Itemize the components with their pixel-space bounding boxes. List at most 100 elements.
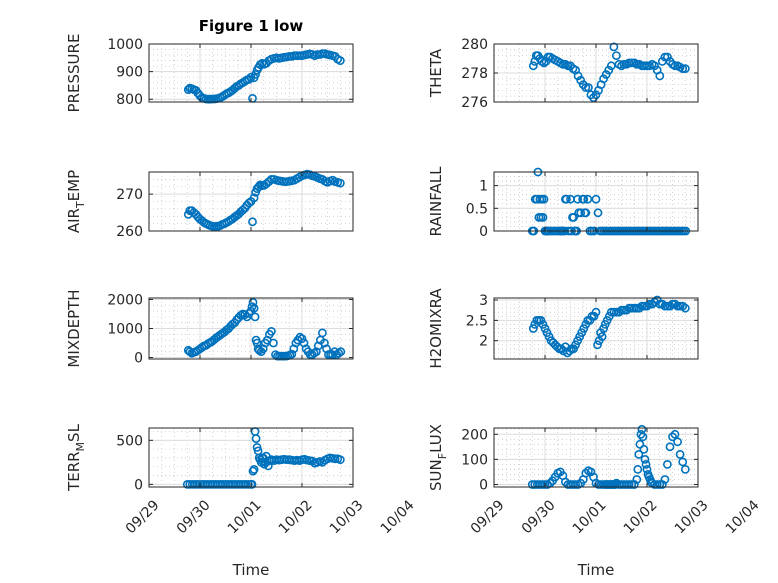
data-point bbox=[335, 178, 345, 188]
x-tick-label: 10/02 bbox=[276, 497, 316, 537]
data-point bbox=[584, 83, 593, 92]
data-point bbox=[632, 303, 642, 313]
data-point bbox=[271, 350, 280, 359]
data-point bbox=[295, 332, 305, 342]
y-axis-label: MIXDEPTH bbox=[65, 289, 83, 367]
data-point bbox=[335, 455, 345, 465]
y-tick-label: 260 bbox=[116, 224, 143, 240]
data-point bbox=[185, 347, 195, 357]
data-point bbox=[244, 75, 254, 84]
data-point bbox=[680, 464, 690, 474]
data-point bbox=[589, 311, 599, 321]
y-axis-label: THETA bbox=[427, 48, 445, 98]
data-point bbox=[249, 303, 259, 313]
data-point bbox=[645, 299, 654, 309]
x-tick-label: 10/01 bbox=[225, 497, 265, 537]
data-point bbox=[579, 194, 589, 204]
data-point bbox=[619, 305, 629, 315]
data-point bbox=[642, 464, 652, 474]
data-point bbox=[266, 326, 276, 336]
data-point bbox=[680, 64, 690, 73]
y-tick-label: 0 bbox=[134, 351, 143, 367]
data-point bbox=[247, 479, 257, 489]
data-point bbox=[633, 464, 643, 474]
data-point bbox=[637, 301, 647, 311]
data-point bbox=[591, 194, 601, 204]
y-tick-label: 270 bbox=[116, 187, 143, 203]
data-point bbox=[660, 475, 670, 484]
data-point bbox=[604, 65, 614, 75]
y-axis-label: H2OMIXRA bbox=[427, 288, 445, 369]
data-point bbox=[652, 480, 662, 489]
data-point bbox=[638, 432, 648, 442]
data-point bbox=[249, 464, 259, 474]
x-tick-label: 10/04 bbox=[378, 497, 418, 537]
subplot-5: 0 1000 2000 MIXDEPTH bbox=[65, 289, 354, 368]
x-tick-label: 10/03 bbox=[672, 497, 712, 537]
data-point bbox=[556, 344, 566, 354]
data-series bbox=[528, 42, 690, 102]
x-axis-label: Time bbox=[232, 561, 270, 579]
data-point bbox=[528, 61, 538, 71]
data-point bbox=[678, 457, 688, 467]
x-tick-label: 09/30 bbox=[519, 497, 559, 537]
x-tick-label: 10/03 bbox=[327, 497, 367, 537]
data-point bbox=[330, 454, 340, 464]
y-tick-label: 0 bbox=[134, 477, 143, 493]
y-tick-label: 0 bbox=[479, 224, 488, 240]
data-point bbox=[552, 342, 562, 352]
data-point bbox=[670, 61, 680, 71]
subplot-4: 0 0.5 1 RAINFALL bbox=[427, 166, 699, 240]
y-tick-label: 1 bbox=[479, 179, 488, 195]
data-point bbox=[668, 432, 677, 442]
subplot-3: 260 270 AIRTEMP bbox=[65, 169, 354, 240]
data-point bbox=[632, 475, 642, 484]
data-point bbox=[640, 454, 650, 464]
y-tick-label: 278 bbox=[461, 66, 488, 82]
y-axis-label: TERRMSL bbox=[65, 423, 87, 492]
x-tick-label: 10/04 bbox=[723, 497, 763, 537]
data-point bbox=[244, 198, 254, 208]
data-point bbox=[287, 349, 297, 359]
data-point bbox=[581, 83, 591, 92]
data-series bbox=[183, 169, 345, 231]
data-series bbox=[527, 424, 690, 489]
data-point bbox=[251, 434, 261, 443]
subplot-1: 800 900 1000 PRESSURE bbox=[65, 34, 354, 113]
data-point bbox=[583, 194, 593, 204]
x-tick-label: 10/01 bbox=[570, 497, 610, 537]
subplot-2: 276 278 280 THETA bbox=[427, 37, 699, 111]
y-tick-label: 200 bbox=[461, 427, 488, 443]
data-point bbox=[665, 442, 675, 452]
y-axis-label: PRESSURE bbox=[65, 34, 83, 113]
data-series bbox=[183, 297, 346, 361]
data-point bbox=[641, 459, 651, 469]
x-tick-label: 09/29 bbox=[123, 497, 163, 537]
data-point bbox=[249, 193, 259, 203]
y-tick-label: 900 bbox=[116, 65, 143, 81]
data-point bbox=[538, 212, 548, 222]
data-point bbox=[655, 71, 665, 81]
data-point bbox=[624, 480, 634, 489]
data-point bbox=[544, 332, 554, 341]
y-tick-label: 3 bbox=[479, 293, 488, 309]
data-point bbox=[593, 340, 602, 350]
data-point bbox=[576, 75, 586, 85]
data-point bbox=[673, 437, 682, 447]
data-point bbox=[601, 70, 611, 79]
y-axis-label: RAINFALL bbox=[427, 166, 445, 237]
data-point bbox=[243, 479, 253, 489]
y-tick-label: 1000 bbox=[107, 37, 143, 53]
data-point bbox=[597, 332, 607, 341]
data-point bbox=[634, 449, 644, 459]
y-tick-label: 0.5 bbox=[466, 201, 488, 217]
data-point bbox=[579, 324, 589, 333]
subplot-6: 2 2.5 3 H2OMIXRA bbox=[427, 288, 699, 369]
data-point bbox=[562, 194, 571, 204]
data-point bbox=[581, 468, 591, 478]
data-point bbox=[599, 74, 608, 84]
data-point bbox=[599, 324, 608, 333]
data-point bbox=[663, 301, 672, 311]
